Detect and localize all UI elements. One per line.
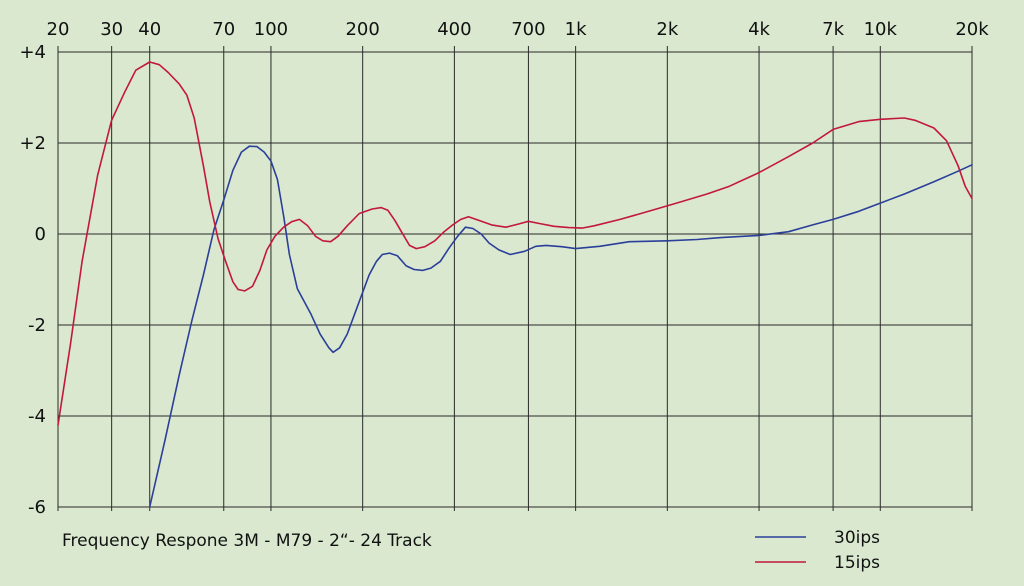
- x-tick-label: 200: [345, 19, 379, 40]
- series-line-30ips: [148, 145, 973, 508]
- x-tick-label: 20k: [955, 19, 989, 40]
- chart-caption: Frequency Respone 3M - M79 - 2“- 24 Trac…: [62, 531, 432, 551]
- y-tick-label: +2: [19, 133, 46, 154]
- legend: 30ips 15ips: [755, 528, 880, 573]
- y-tick-label: -2: [28, 315, 46, 336]
- x-tick-label: 20: [47, 19, 70, 40]
- y-tick-label: -6: [28, 497, 46, 518]
- x-tick-labels: 20 30 40 70 100 200 400 700 1k 2k 4k 7k 10k 20k: [47, 19, 990, 40]
- x-tick-label: 10k: [864, 19, 898, 40]
- series-line-15ips: [57, 61, 973, 426]
- grid: [57, 46, 973, 511]
- x-tick-label: 2k: [656, 19, 678, 40]
- x-tick-label: 7k: [822, 19, 844, 40]
- legend-label-30ips: 30ips: [834, 528, 880, 548]
- x-tick-label: 40: [138, 19, 161, 40]
- y-tick-label: 0: [35, 224, 46, 245]
- x-tick-label: 700: [511, 19, 545, 40]
- x-tick-label: 1k: [565, 19, 587, 40]
- y-tick-labels: +4 +2 0 -2 -4 -6: [19, 42, 46, 518]
- y-tick-label: +4: [19, 42, 46, 63]
- series-layer: [57, 61, 973, 508]
- x-tick-label: 30: [100, 19, 123, 40]
- legend-label-15ips: 15ips: [834, 553, 880, 573]
- x-tick-label: 400: [437, 19, 471, 40]
- x-tick-label: 4k: [748, 19, 770, 40]
- y-tick-label: -4: [28, 406, 46, 427]
- x-tick-label: 70: [212, 19, 235, 40]
- x-tick-label: 100: [254, 19, 288, 40]
